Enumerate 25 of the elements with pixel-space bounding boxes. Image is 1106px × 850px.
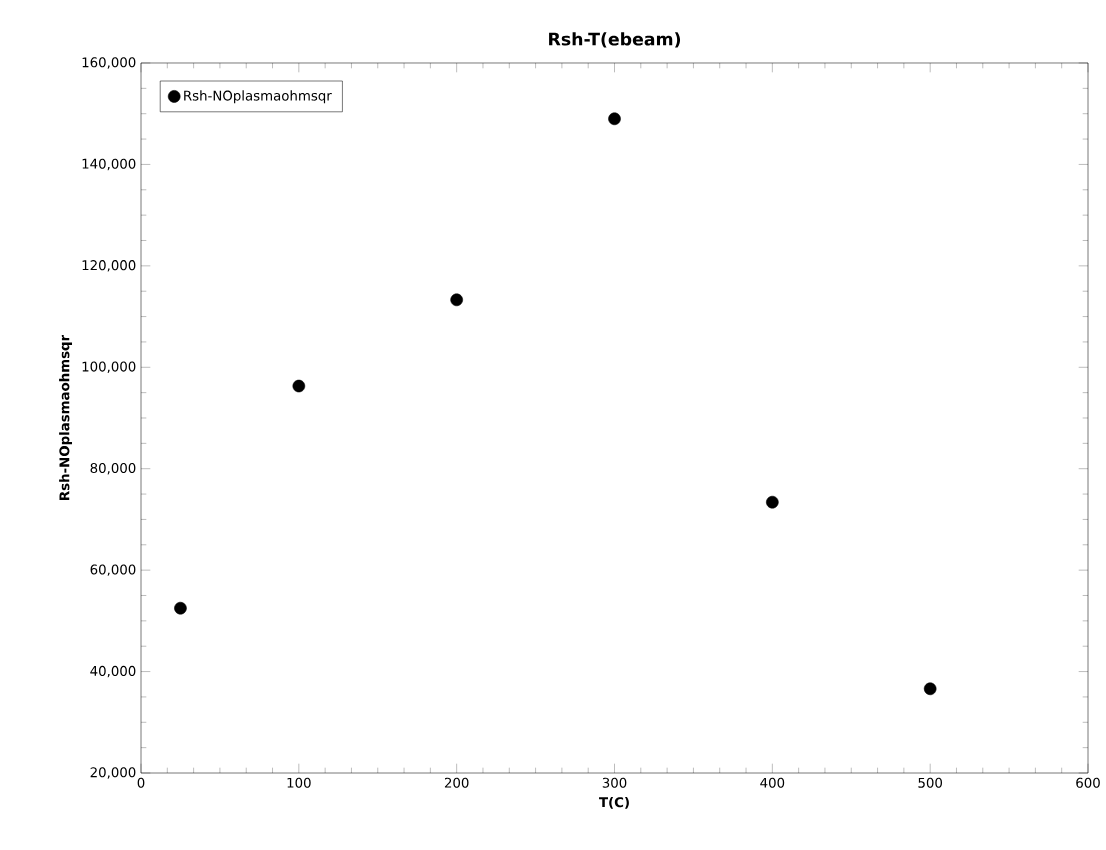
- y-tick-label: 60,000: [90, 564, 136, 576]
- y-tick-label: 100,000: [82, 361, 136, 373]
- x-axis-title: T(C): [599, 796, 629, 809]
- point: [608, 112, 621, 126]
- y-tick-label: 120,000: [82, 260, 136, 272]
- point: [450, 293, 463, 307]
- legend-label: Rsh-NOplasmaohmsqr: [184, 90, 332, 104]
- x-tick-label: 300: [602, 777, 627, 788]
- point: [292, 379, 306, 393]
- y-tick-label: 20,000: [90, 767, 136, 779]
- y-tick-label: 140,000: [82, 158, 136, 171]
- y-tick-label: 160,000: [82, 57, 136, 69]
- x-tick-label: 600: [1076, 777, 1100, 788]
- x-tick-label: 500: [918, 777, 943, 788]
- y-tick-label: 40,000: [90, 665, 136, 678]
- x-tick-label: 200: [444, 777, 469, 788]
- point: [174, 601, 187, 615]
- point: [766, 495, 779, 509]
- chart-title: Rsh-T(ebeam): [549, 32, 681, 48]
- x-tick-label: 100: [287, 777, 311, 788]
- y-axis-title: Rsh-NOplasmaohmsqr: [59, 334, 73, 500]
- x-tick-label: 400: [760, 777, 785, 788]
- x-tick-label: 0: [137, 777, 145, 788]
- point: [923, 682, 937, 696]
- y-tick-label: 80,000: [90, 462, 136, 475]
